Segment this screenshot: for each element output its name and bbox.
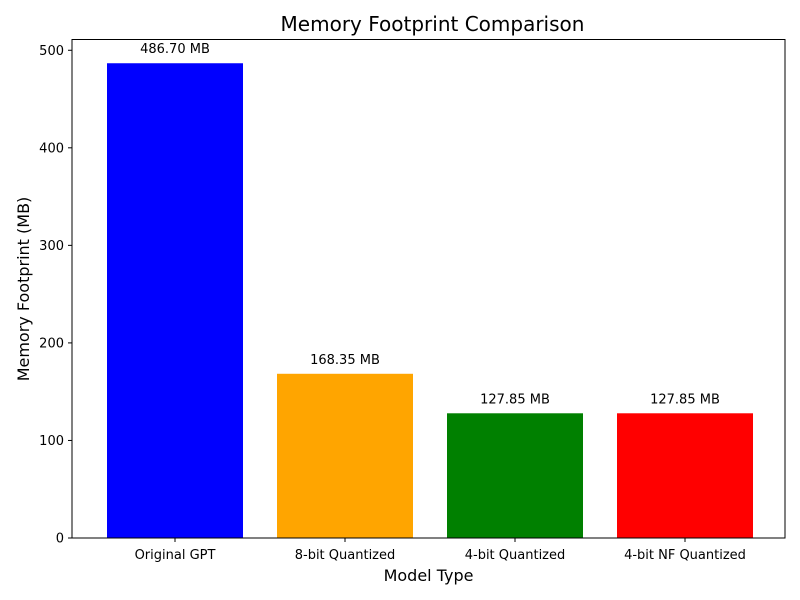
bar-data-label-0: 486.70 MB bbox=[140, 42, 210, 57]
y-tick-label-0: 0 bbox=[56, 532, 64, 547]
x-tick-label-3: 4-bit NF Quantized bbox=[624, 548, 746, 563]
x-tick-label-1: 8-bit Quantized bbox=[295, 548, 396, 563]
bar-labels-layer: 486.70 MB 168.35 MB 127.85 MB 127.85 MB bbox=[140, 42, 720, 407]
bar-3 bbox=[617, 413, 753, 538]
x-axis-ticks: Original GPT 8-bit Quantized 4-bit Quantiz… bbox=[135, 538, 746, 563]
bar-data-label-3: 127.85 MB bbox=[650, 392, 720, 407]
bars-layer bbox=[107, 63, 753, 539]
x-axis-label: Model Type bbox=[384, 566, 474, 585]
x-tick-label-0: Original GPT bbox=[135, 548, 216, 563]
y-tick-label-5: 500 bbox=[39, 44, 64, 59]
plot-frame bbox=[71, 39, 786, 539]
y-tick-label-2: 200 bbox=[39, 336, 64, 351]
chart-title: Memory Footprint Comparison bbox=[281, 12, 585, 36]
y-tick-label-4: 400 bbox=[39, 141, 64, 156]
y-axis-label: Memory Footprint (MB) bbox=[14, 197, 33, 382]
y-axis-ticks: 0 100 200 300 400 500 bbox=[39, 44, 72, 547]
y-tick-label-1: 100 bbox=[39, 434, 64, 449]
bar-1 bbox=[277, 373, 413, 538]
bar-data-label-1: 168.35 MB bbox=[310, 353, 380, 368]
bar-2 bbox=[447, 413, 583, 538]
bar-data-label-2: 127.85 MB bbox=[480, 392, 550, 407]
y-tick-label-3: 300 bbox=[39, 239, 64, 254]
x-tick-label-2: 4-bit Quantized bbox=[465, 548, 566, 563]
bar-0 bbox=[107, 63, 243, 539]
